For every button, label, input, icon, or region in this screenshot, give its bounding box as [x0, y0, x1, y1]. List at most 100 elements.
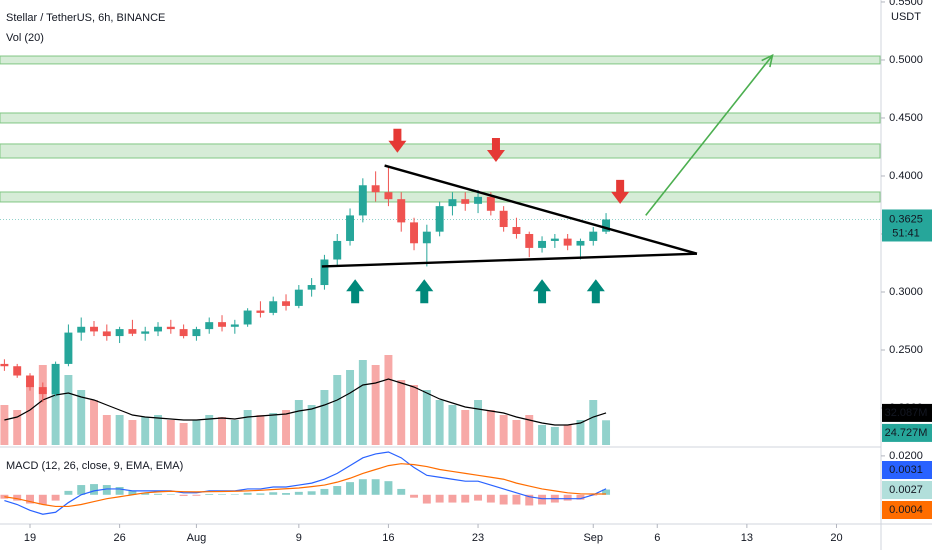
volume-bar — [115, 415, 124, 445]
volume-bar — [256, 415, 265, 445]
resistance-zone — [0, 191, 881, 203]
candle-body — [38, 387, 47, 395]
candle-body — [77, 326, 86, 333]
x-tick-label: 9 — [296, 532, 302, 544]
y-tick-label: 0.4500 — [889, 112, 923, 124]
countdown: 51:41 — [892, 227, 920, 239]
candle-body — [397, 199, 406, 223]
up-arrow — [346, 279, 365, 304]
candle-body — [0, 363, 9, 367]
candle-body — [486, 196, 495, 211]
candle-body — [282, 301, 290, 306]
macd-histogram — [294, 491, 303, 495]
volume-bar — [154, 415, 162, 445]
macd-histogram — [282, 493, 290, 495]
macd-histogram — [461, 494, 470, 503]
macd-histogram — [179, 494, 188, 496]
volume-bar — [51, 370, 60, 445]
volume-bar — [205, 415, 214, 445]
volume-bar — [26, 385, 34, 445]
volume-bar — [410, 385, 419, 445]
volume-bar — [512, 420, 521, 445]
candle-body — [179, 329, 188, 337]
volume-bar — [294, 400, 303, 445]
volume-bar — [230, 420, 239, 445]
macd-histogram — [512, 494, 521, 505]
volume-bar — [486, 410, 495, 445]
macd-histogram — [358, 479, 367, 495]
macd-histogram — [602, 489, 611, 495]
volume-bar — [422, 390, 431, 445]
macd-histogram — [102, 485, 111, 495]
macd-title: MACD (12, 26, close, 9, EMA, EMA) — [6, 460, 183, 472]
macd-histogram — [563, 494, 572, 501]
candle-body — [294, 289, 303, 306]
x-tick-label: 16 — [382, 532, 394, 544]
candle-body — [166, 326, 175, 330]
macd-histogram — [346, 482, 355, 495]
up-arrow — [533, 279, 552, 304]
y-tick-label: 0.3000 — [889, 286, 923, 298]
down-arrow — [486, 138, 505, 163]
candle-body — [333, 240, 342, 260]
candle-body — [90, 326, 98, 332]
candle-body — [435, 206, 444, 232]
candle-body — [371, 185, 380, 193]
y-tick-label: 0.4000 — [889, 170, 923, 182]
candle-body — [448, 199, 457, 207]
macd-histogram — [371, 479, 380, 495]
candle-body — [384, 192, 393, 200]
volume-bar — [461, 410, 470, 445]
macd-label: 0.0031 — [889, 464, 923, 476]
candle-body — [192, 329, 201, 337]
histogram-label-box — [882, 481, 932, 499]
volume-bar — [269, 413, 278, 445]
macd-histogram — [499, 494, 508, 505]
y-tick-label: 0.2500 — [889, 344, 923, 356]
macd-histogram — [397, 488, 406, 495]
candle-body — [499, 210, 508, 228]
macd-y-tick-label: 0.0200 — [889, 450, 923, 462]
candle-body — [474, 196, 483, 204]
volume-bar — [333, 375, 342, 445]
candle-body — [422, 231, 431, 244]
candle-body — [576, 240, 585, 246]
volume-bar — [307, 405, 316, 445]
candle-body — [461, 199, 470, 204]
candle-body — [269, 301, 278, 313]
x-tick-label: 26 — [113, 532, 125, 544]
macd-histogram — [435, 494, 444, 503]
x-tick-label: 19 — [24, 532, 36, 544]
volume-bar — [13, 410, 22, 445]
candle-body — [141, 331, 150, 334]
volume-bar — [282, 410, 290, 445]
volume-bar — [166, 420, 175, 445]
volume-bar — [371, 365, 380, 445]
macd-histogram — [13, 494, 22, 501]
macd-histogram — [192, 494, 201, 496]
x-tick-label: 20 — [830, 532, 842, 544]
candle-body — [205, 322, 214, 330]
candle-body — [13, 366, 22, 376]
x-tick-label: Sep — [583, 532, 603, 544]
volume-bar — [0, 405, 9, 445]
last-price-box — [882, 209, 932, 242]
volume-ma — [4, 378, 607, 426]
volume-bar — [128, 420, 137, 445]
candle-body — [563, 238, 572, 246]
macd-histogram — [64, 490, 73, 495]
volume-bar — [192, 420, 201, 445]
target-arrow — [645, 53, 774, 216]
volume-bar — [90, 400, 98, 445]
down-arrow — [611, 179, 630, 204]
volume-bar — [77, 390, 86, 445]
candle-body — [538, 240, 547, 248]
candle-body — [410, 222, 419, 244]
down-arrow — [388, 128, 407, 153]
candle-body — [115, 329, 124, 337]
volume-ma-label-box — [882, 403, 932, 422]
volume-bar — [576, 420, 585, 445]
macd-histogram — [38, 494, 47, 505]
macd-histogram — [51, 494, 60, 501]
